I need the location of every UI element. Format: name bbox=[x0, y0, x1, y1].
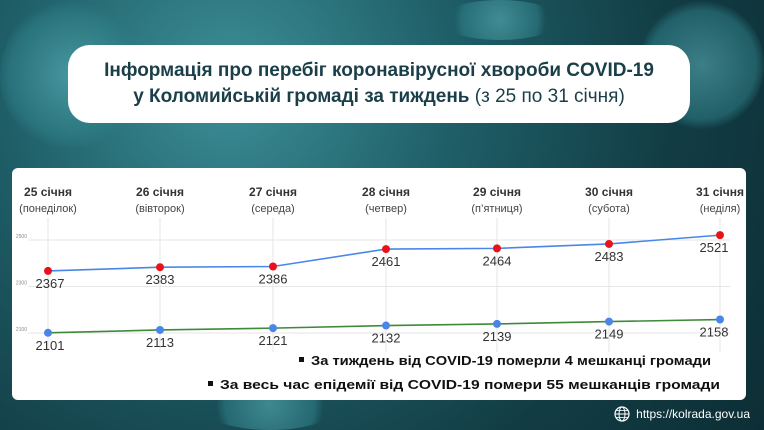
data-point bbox=[605, 317, 613, 326]
title-box: Інформація про перебіг коронавірусної хв… bbox=[68, 45, 690, 123]
date-label: 29 січня bbox=[473, 185, 521, 199]
y-tick-label: 2100 bbox=[16, 327, 27, 333]
data-label: 2113 bbox=[146, 335, 174, 350]
weekday-label: (понеділок) bbox=[19, 203, 77, 215]
data-point bbox=[269, 262, 277, 271]
title-line1: Інформація про перебіг коронавірусної хв… bbox=[104, 60, 654, 81]
date-label: 27 січня bbox=[249, 185, 297, 199]
data-label: 2101 bbox=[36, 338, 65, 353]
data-label: 2521 bbox=[700, 240, 729, 255]
data-point bbox=[156, 325, 164, 334]
data-point bbox=[269, 324, 277, 333]
date-label: 30 січня bbox=[585, 185, 633, 199]
note-text: За тиждень від COVID-19 померли 4 мешкан… bbox=[311, 353, 711, 368]
weekday-label: (субота) bbox=[588, 203, 630, 215]
data-label: 2483 bbox=[595, 249, 624, 264]
data-point bbox=[605, 239, 613, 248]
title-line2-dates: (з 25 по 31 січня) bbox=[474, 86, 625, 107]
data-label: 2367 bbox=[36, 276, 65, 291]
globe-icon bbox=[614, 406, 630, 422]
data-label: 2461 bbox=[372, 254, 401, 269]
date-label: 31 січня bbox=[696, 185, 744, 199]
data-point bbox=[716, 231, 724, 240]
bullet-icon bbox=[299, 357, 304, 362]
weekday-label: (неділя) bbox=[700, 203, 741, 215]
weekday-label: (п’ятниця) bbox=[471, 203, 522, 215]
data-label: 2132 bbox=[372, 331, 401, 346]
data-label: 2386 bbox=[259, 272, 288, 287]
data-point bbox=[493, 244, 501, 253]
date-label: 25 січня bbox=[24, 185, 72, 199]
data-point bbox=[493, 319, 501, 328]
weekday-label: (середа) bbox=[251, 203, 294, 215]
virus-decoration bbox=[440, 0, 560, 40]
data-point bbox=[382, 321, 390, 330]
data-label: 2139 bbox=[483, 329, 512, 344]
data-point bbox=[382, 245, 390, 254]
bullet-icon bbox=[208, 381, 213, 386]
data-point bbox=[716, 315, 724, 324]
data-label: 2383 bbox=[146, 272, 175, 287]
data-label: 2158 bbox=[700, 325, 729, 340]
weekday-label: (четвер) bbox=[365, 203, 407, 215]
title-line2: у Коломийській громаді за тиждень (з 25 … bbox=[133, 84, 625, 110]
data-label: 2149 bbox=[595, 327, 624, 342]
weekday-label: (вівторок) bbox=[135, 203, 184, 215]
note-text: За весь час епідемії від COVID-19 помери… bbox=[220, 377, 720, 392]
date-label: 26 січня bbox=[136, 185, 184, 199]
y-tick-label: 2500 bbox=[16, 234, 27, 240]
data-label: 2121 bbox=[259, 333, 288, 348]
data-point bbox=[44, 328, 52, 337]
data-point bbox=[44, 266, 52, 275]
chart-card bbox=[12, 168, 746, 400]
footer[interactable]: https://kolrada.gov.ua bbox=[614, 406, 750, 422]
data-point bbox=[156, 263, 164, 272]
date-label: 28 січня bbox=[362, 185, 410, 199]
data-label: 2464 bbox=[483, 253, 512, 268]
title-line2-bold: у Коломийській громаді за тиждень bbox=[133, 86, 470, 107]
website-link[interactable]: https://kolrada.gov.ua bbox=[636, 407, 750, 421]
y-tick-label: 2300 bbox=[16, 281, 27, 287]
